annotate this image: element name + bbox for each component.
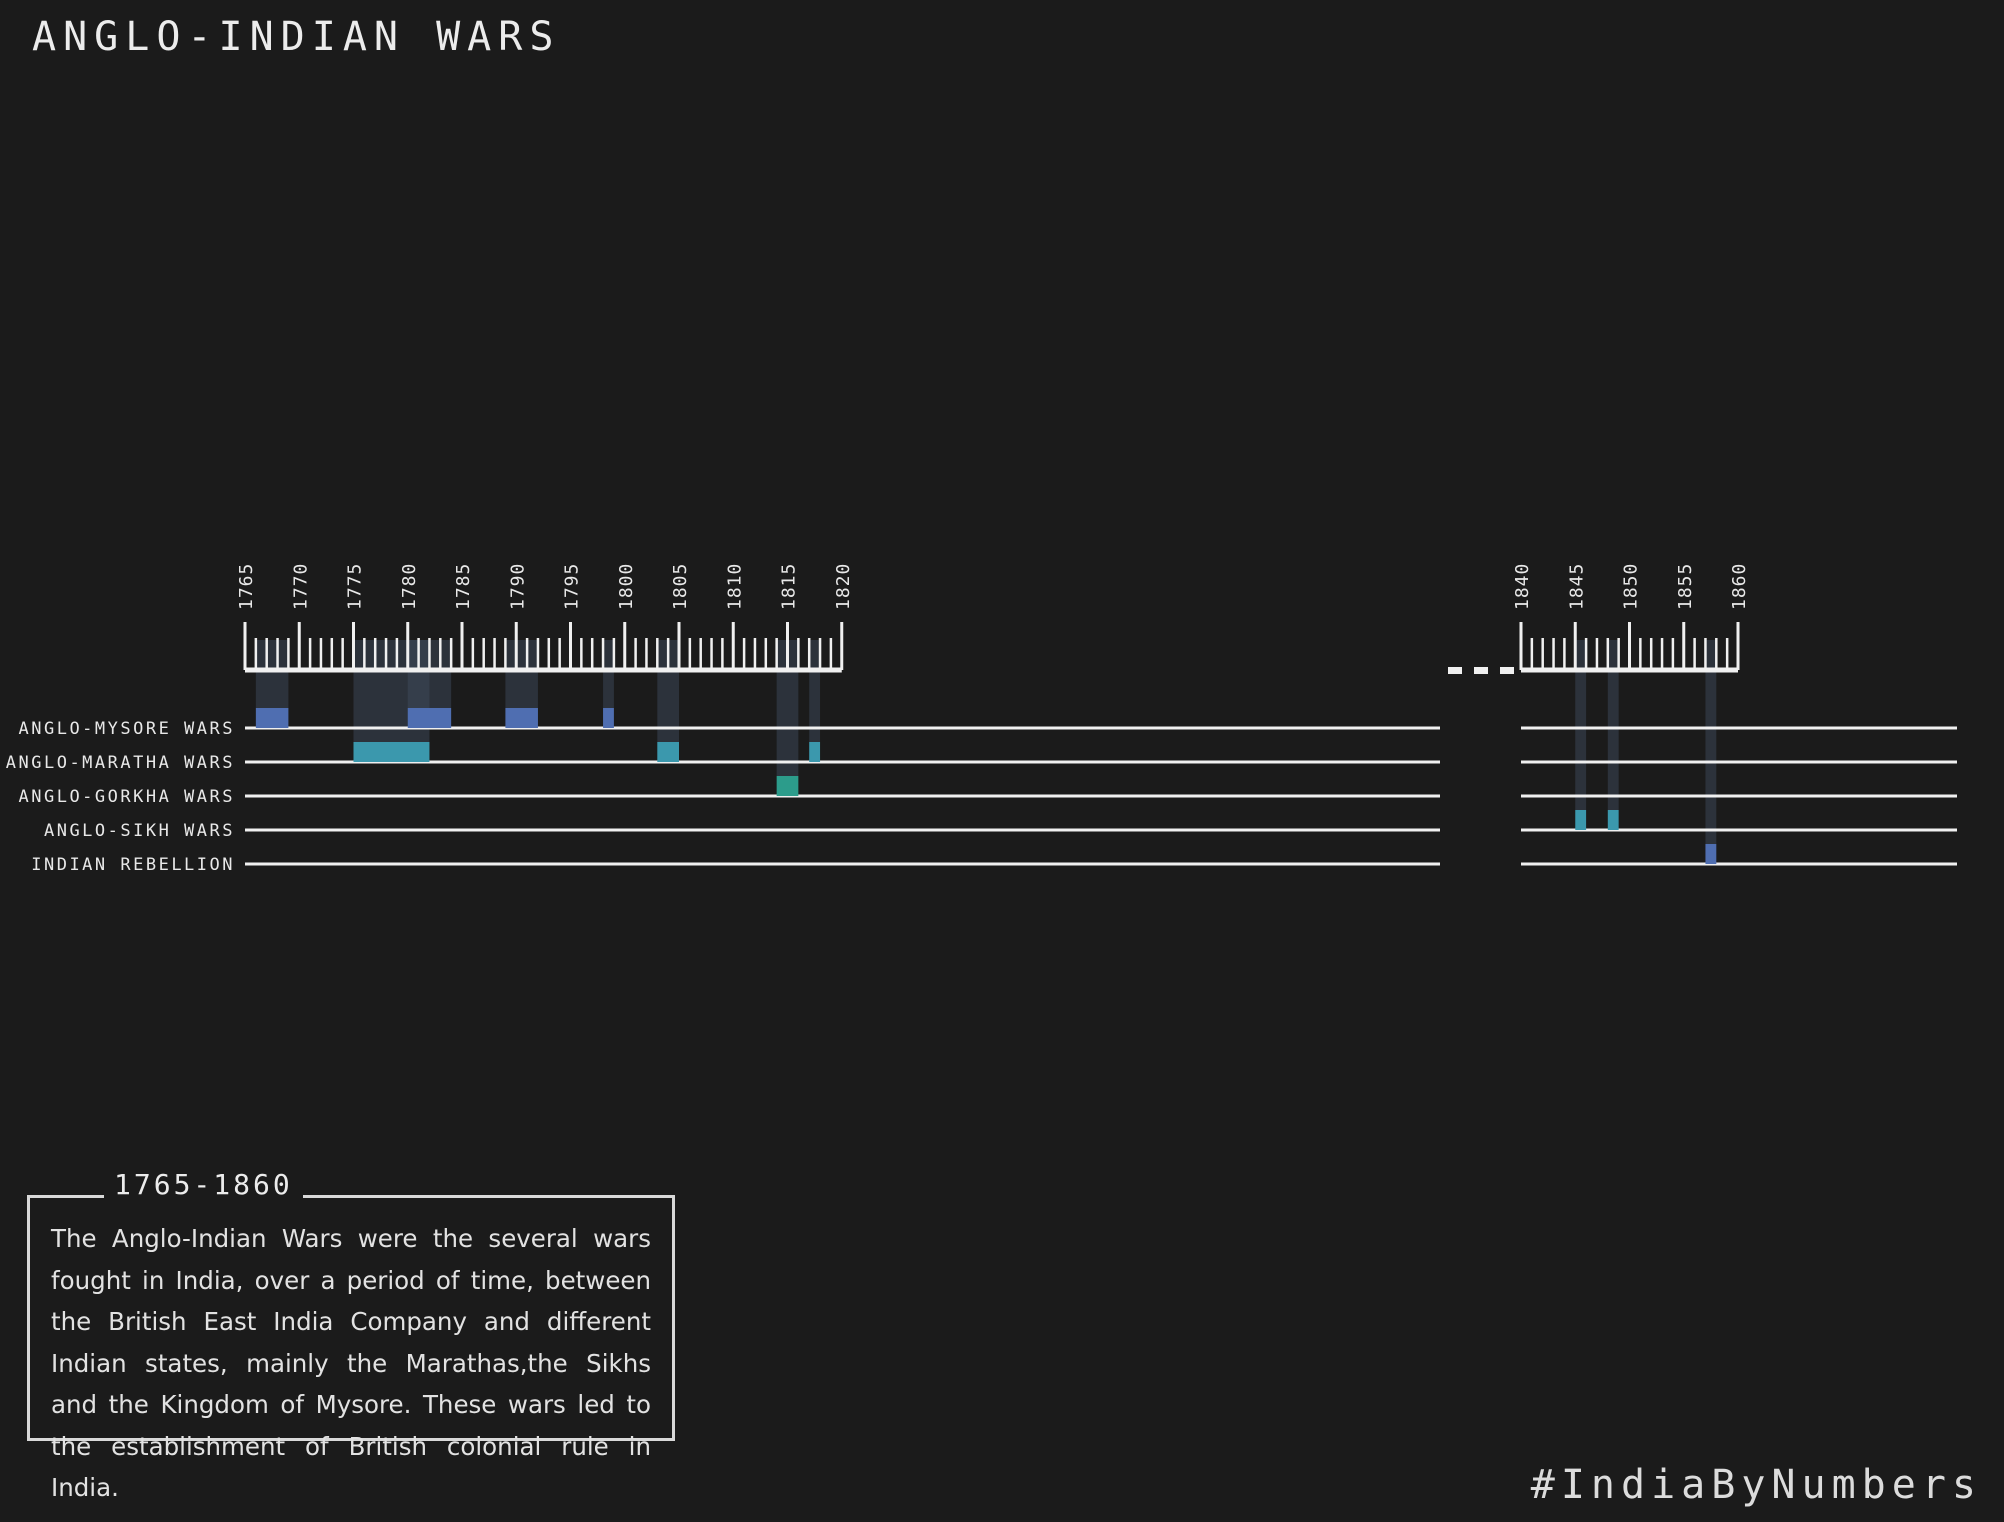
axis-tick-label: 1815 bbox=[779, 563, 800, 610]
war-highlight-band bbox=[1705, 640, 1717, 844]
war-highlight-band bbox=[776, 640, 799, 776]
axis-tick-label: 1855 bbox=[1675, 563, 1696, 610]
row-label: ANGLO-GORKHA WARS bbox=[19, 787, 236, 807]
row-label: INDIAN REBELLION bbox=[31, 855, 235, 875]
axis-tick-label: 1820 bbox=[833, 563, 854, 610]
axis-tick-labels: 1765 1770 1775 1780 1785 1790 1795 1800 1805 1810… bbox=[236, 563, 1750, 610]
war-highlight-band bbox=[505, 640, 538, 708]
war-bar bbox=[603, 708, 614, 728]
war-highlight-band bbox=[657, 640, 679, 742]
row-label: ANGLO-MARATHA WARS bbox=[6, 753, 235, 773]
axis-break-dash bbox=[1448, 667, 1462, 674]
axis-tick-label: 1805 bbox=[670, 563, 691, 610]
axis-tick-label: 1780 bbox=[399, 563, 420, 610]
axis-tick-label: 1770 bbox=[290, 563, 311, 610]
war-bar bbox=[505, 708, 538, 728]
axis-tick-label: 1790 bbox=[507, 563, 528, 610]
description-box: 1765-1860 The Anglo-Indian Wars were the… bbox=[27, 1168, 675, 1502]
war-highlight-band bbox=[809, 640, 821, 742]
axis-tick-label: 1800 bbox=[616, 563, 637, 610]
axis-tick-label: 1810 bbox=[724, 563, 745, 610]
war-bar bbox=[1607, 810, 1619, 830]
war-bar bbox=[1575, 810, 1587, 830]
axis-tick-label: 1845 bbox=[1566, 563, 1587, 610]
war-bar bbox=[657, 742, 679, 762]
war-highlight-band bbox=[1607, 640, 1619, 810]
period-label: 1765-1860 bbox=[104, 1168, 303, 1201]
axis-break-dash bbox=[1474, 667, 1488, 674]
war-highlight-bands bbox=[255, 640, 1717, 844]
war-bar bbox=[255, 708, 289, 728]
war-highlight-band bbox=[603, 640, 614, 708]
axis-tick-label: 1765 bbox=[236, 563, 257, 610]
row-labels: ANGLO-MYSORE WARS ANGLO-MARATHA WARS ANGLO… bbox=[6, 719, 236, 875]
axis-tick-label: 1850 bbox=[1621, 563, 1642, 610]
axis-tick-label: 1860 bbox=[1729, 563, 1750, 610]
axis-break-dash bbox=[1500, 667, 1514, 674]
axis-ticks bbox=[243, 622, 1740, 674]
row-label: ANGLO-MYSORE WARS bbox=[19, 719, 236, 739]
page-title: ANGLO-INDIAN WARS bbox=[32, 14, 561, 60]
war-highlight-band bbox=[1575, 640, 1587, 810]
war-highlight-band bbox=[255, 640, 289, 708]
row-lines bbox=[245, 726, 1957, 866]
war-bar bbox=[407, 708, 452, 728]
war-timeline-chart: 1765 1770 1775 1780 1785 1790 1795 1800 1805 1810… bbox=[6, 563, 1957, 875]
war-bar bbox=[1705, 844, 1717, 864]
war-bar bbox=[776, 776, 799, 796]
description-text: The Anglo-Indian Wars were the several w… bbox=[51, 1224, 651, 1502]
war-bars bbox=[255, 708, 1717, 864]
hashtag-footer: #IndiaByNumbers bbox=[1530, 1462, 1982, 1508]
axis-tick-label: 1775 bbox=[345, 563, 366, 610]
axis-tick-label: 1840 bbox=[1512, 563, 1533, 610]
war-bar bbox=[809, 742, 821, 762]
axis-tick-label: 1785 bbox=[453, 563, 474, 610]
axis-tick-label: 1795 bbox=[562, 563, 583, 610]
war-bar bbox=[353, 742, 430, 762]
row-label: ANGLO-SIKH WARS bbox=[44, 821, 235, 841]
